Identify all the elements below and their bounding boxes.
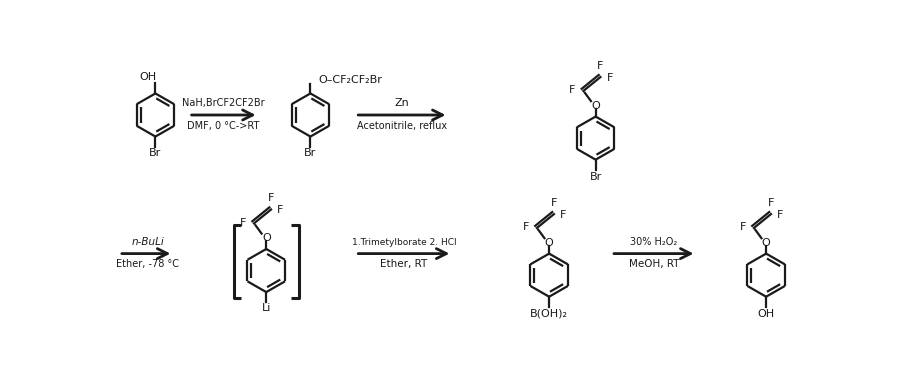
Text: Ether, -78 °C: Ether, -78 °C	[116, 259, 180, 269]
Text: O: O	[762, 238, 771, 248]
Text: F: F	[597, 61, 603, 71]
Text: F: F	[277, 205, 284, 216]
Text: OH: OH	[139, 72, 157, 82]
Text: OH: OH	[758, 309, 775, 319]
Text: Zn: Zn	[394, 99, 409, 109]
Text: n-BuLi: n-BuLi	[132, 237, 164, 247]
Text: F: F	[569, 85, 576, 95]
Text: O: O	[262, 233, 271, 243]
Text: 30% H₂O₂: 30% H₂O₂	[630, 237, 677, 247]
Text: MeOH, RT: MeOH, RT	[628, 259, 679, 269]
Text: O: O	[544, 238, 554, 248]
Text: F: F	[777, 210, 783, 220]
Text: F: F	[268, 193, 274, 203]
Text: Li: Li	[262, 303, 271, 313]
Text: F: F	[551, 198, 557, 208]
Text: Br: Br	[149, 149, 161, 159]
Text: NaH,BrCF2CF2Br: NaH,BrCF2CF2Br	[182, 98, 265, 108]
Text: O: O	[591, 101, 600, 111]
Text: F: F	[239, 218, 246, 228]
Text: Br: Br	[589, 171, 601, 181]
Text: F: F	[606, 73, 612, 83]
Text: DMF, 0 °C->RT: DMF, 0 °C->RT	[188, 121, 260, 131]
Text: O–CF₂CF₂Br: O–CF₂CF₂Br	[319, 75, 382, 85]
Text: F: F	[560, 210, 566, 220]
Text: Acetonitrile, reflux: Acetonitrile, reflux	[356, 121, 447, 131]
Text: F: F	[523, 222, 529, 233]
Text: Br: Br	[304, 149, 317, 159]
Text: F: F	[740, 222, 746, 233]
Text: Ether, RT: Ether, RT	[380, 259, 427, 269]
Text: B(OH)₂: B(OH)₂	[530, 309, 568, 319]
Text: F: F	[767, 198, 774, 208]
Text: 1.Trimetylborate 2. HCl: 1.Trimetylborate 2. HCl	[352, 238, 456, 247]
